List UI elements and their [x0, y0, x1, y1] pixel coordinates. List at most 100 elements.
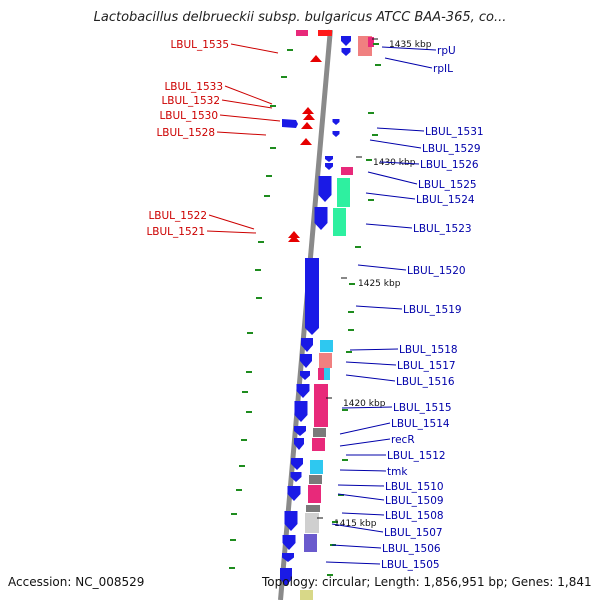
label-leader-line: [208, 214, 255, 230]
label-leader-line: [339, 422, 391, 435]
forward-gene-arrow: [290, 472, 302, 482]
reverse-gene-arrow: [310, 55, 322, 62]
forward-gene-arrow: [282, 535, 296, 550]
cog-category-bar: [368, 37, 374, 47]
label-leader-line: [337, 484, 385, 487]
forward-gene-label: rpU: [437, 45, 456, 57]
forward-gene-label: LBUL_1526: [420, 159, 479, 171]
forward-gene-label: LBUL_1516: [396, 376, 455, 388]
label-leader-line: [206, 230, 257, 234]
forward-gene-arrow: [314, 207, 328, 230]
reverse-gene-arrow: [303, 113, 315, 120]
cog-category-bar: [300, 590, 313, 600]
label-leader-line: [341, 512, 385, 516]
forward-gene-arrow: [282, 119, 298, 128]
label-leader-line: [331, 544, 382, 549]
kbp-marker-label: 1415 kbp: [334, 519, 377, 529]
reverse-gene-arrow: [301, 122, 313, 129]
forward-gene-arrow: [341, 36, 351, 46]
label-leader-line: [230, 43, 279, 54]
cog-category-bar: [313, 428, 326, 437]
kbp-marker-label: 1435 kbp: [389, 40, 432, 50]
forward-gene-arrow: [332, 119, 340, 125]
feature-block: [296, 30, 308, 36]
forward-gene-arrow: [287, 486, 301, 501]
label-leader-line: [376, 127, 425, 132]
forward-gene-label: LBUL_1509: [385, 495, 444, 507]
reverse-gene-label: LBUL_1528: [156, 127, 215, 139]
cog-category-bar: [308, 485, 321, 503]
forward-gene-label: LBUL_1510: [385, 481, 444, 493]
label-leader-line: [339, 469, 387, 472]
label-leader-line: [365, 223, 413, 229]
forward-gene-label: LBUL_1508: [385, 510, 444, 522]
reverse-gene-label: LBUL_1530: [159, 110, 218, 122]
cog-category-bar: [333, 208, 346, 236]
forward-gene-label: rpIL: [433, 63, 453, 75]
forward-gene-label: LBUL_1515: [393, 402, 452, 414]
forward-gene-arrow: [305, 258, 319, 335]
kbp-marker-label: 1420 kbp: [343, 399, 386, 409]
forward-gene-arrow: [284, 511, 298, 531]
forward-gene-arrow: [280, 568, 292, 586]
forward-gene-label: LBUL_1506: [382, 543, 441, 555]
forward-gene-label: recR: [391, 434, 415, 446]
label-leader-line: [219, 114, 281, 122]
reverse-gene-arrow: [302, 107, 314, 114]
label-leader-line: [224, 85, 273, 105]
forward-gene-arrow: [294, 426, 306, 436]
label-leader-line: [339, 438, 391, 447]
cog-category-bar: [305, 513, 319, 533]
forward-gene-arrow: [300, 354, 312, 368]
forward-gene-arrow: [294, 438, 304, 450]
forward-gene-label: LBUL_1519: [403, 304, 462, 316]
label-leader-line: [341, 406, 393, 409]
cog-category-bar: [306, 505, 320, 512]
label-leader-line: [355, 305, 403, 310]
forward-gene-label: LBUL_1514: [391, 418, 450, 430]
forward-gene-label: LBUL_1523: [413, 223, 472, 235]
forward-gene-arrow: [300, 371, 310, 380]
forward-gene-arrow: [318, 176, 332, 202]
reverse-gene-label: LBUL_1521: [146, 226, 205, 238]
forward-gene-label: LBUL_1520: [407, 265, 466, 277]
forward-gene-label: LBUL_1529: [422, 143, 481, 155]
label-leader-line: [365, 192, 416, 200]
label-leader-line: [357, 264, 407, 271]
forward-gene-arrow: [296, 384, 310, 398]
reverse-gene-label: LBUL_1533: [164, 81, 223, 93]
forward-gene-arrow: [341, 48, 351, 56]
forward-gene-label: LBUL_1507: [384, 527, 443, 539]
reverse-gene-label: LBUL_1522: [148, 210, 207, 222]
cog-category-bar: [337, 178, 350, 207]
label-leader-line: [325, 561, 381, 565]
cog-category-bar: [324, 368, 330, 380]
forward-gene-arrow: [291, 458, 303, 470]
reverse-gene-label: LBUL_1535: [170, 39, 229, 51]
cog-category-bar: [314, 384, 328, 427]
feature-block: [318, 30, 332, 36]
cog-category-bar: [304, 534, 317, 552]
label-leader-line: [379, 161, 420, 165]
reverse-gene-arrow: [300, 138, 312, 145]
forward-gene-label: LBUL_1524: [416, 194, 475, 206]
forward-gene-arrow: [332, 131, 340, 137]
forward-gene-arrow: [325, 156, 333, 162]
label-leader-line: [216, 131, 267, 136]
label-leader-line: [345, 361, 397, 366]
kbp-marker-label: 1425 kbp: [358, 279, 401, 289]
forward-gene-arrow: [301, 338, 313, 352]
label-leader-line: [221, 99, 273, 109]
reverse-gene-arrow: [288, 235, 300, 242]
accession-text: Accession: NC_008529: [8, 575, 145, 589]
reverse-gene-label: LBUL_1532: [161, 95, 220, 107]
label-leader-line: [345, 374, 396, 382]
topology-text: Topology: circular; Length: 1,856,951 bp…: [262, 575, 592, 589]
cog-category-bar: [319, 353, 332, 368]
label-leader-line: [381, 46, 437, 51]
label-leader-line: [369, 139, 422, 149]
genome-title: Lactobacillus delbrueckii subsp. bulgari…: [93, 10, 507, 25]
forward-gene-label: LBUL_1512: [387, 450, 446, 462]
forward-gene-label: LBUL_1505: [381, 559, 440, 571]
